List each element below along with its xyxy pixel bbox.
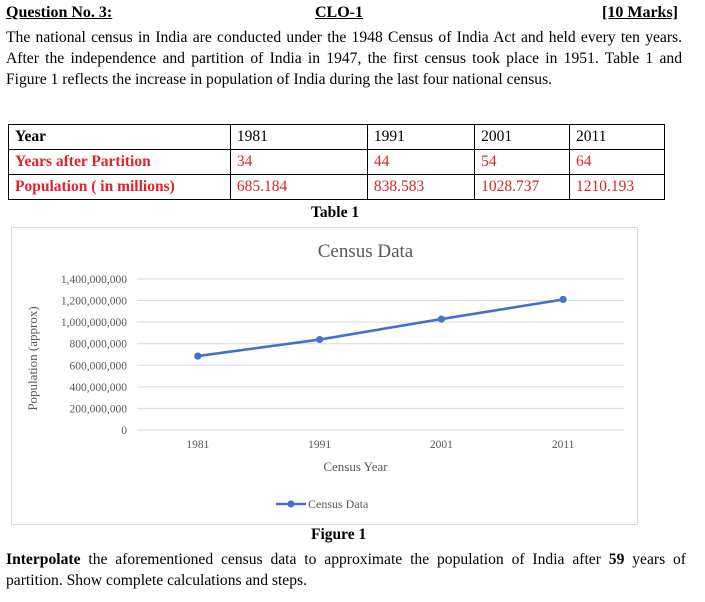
table-row: Population ( in millions) 685.184 838.583 1… [8,174,665,200]
question-number: Question No. 3: [6,4,113,21]
table-cell: 2011 [569,124,665,150]
legend-marker [287,500,295,508]
table-cell: 54 [474,149,571,175]
table-row-label: Population ( in millions) [8,174,231,200]
table-cell: 1981 [229,124,368,150]
intro-paragraph: The national census in India are conduct… [6,29,682,88]
table-row-label: Year [8,124,231,150]
table-cell: 64 [569,149,665,175]
y-tick-label: 400,000,000 [70,382,128,394]
table-cell: 1210.193 [569,174,665,200]
table-cell: 34 [229,149,368,175]
y-tick-label: 600,000,000 [70,360,128,372]
y-tick-label: 0 [121,425,127,437]
legend-label: Census Data [308,497,369,511]
table-cell: 1028.737 [474,174,571,200]
x-axis-label: Census Year [323,459,388,474]
y-tick-label: 800,000,000 [70,339,128,351]
series-line [197,298,564,358]
y-axis-label: Population (approx) [25,306,40,410]
y-tick-label: 1,400,000,000 [61,274,127,286]
x-tick-label: 2011 [552,439,575,451]
x-tick-label: 1981 [186,439,209,451]
data-point [194,352,202,360]
clo-label: CLO-1 [315,4,363,21]
data-point [437,315,445,323]
table-cell: 2001 [474,124,571,150]
data-point [316,335,324,344]
x-tick-label: 2001 [430,439,453,451]
y-tick-label: 1,000,000,000 [61,317,127,329]
x-tick-label: 1991 [308,439,331,451]
table-cell: 44 [366,149,476,175]
figure-caption: Figure 1 [311,526,367,543]
question-years: 59 [608,551,625,568]
chart-title: Census Data [318,241,414,262]
census-table: Year 1981 1991 2001 2011 Years after Partitio… [8,124,665,200]
y-tick-label: 200,000,000 [70,403,128,415]
table-caption: Table 1 [311,204,360,221]
marks-label: [10 Marks] [602,4,678,21]
question-text: Interpolate the aforementioned census da… [6,549,686,591]
chart-area: Census Data 0 200,000,000 400,000,000 600,00… [11,227,638,525]
table-cell: 1991 [366,124,476,150]
question-part-1: the aforementioned census data to approx… [80,551,609,568]
question-part-2: years of partition. Show complete calcul… [6,551,687,589]
table-row: Years after Partition 34 44 54 64 [8,149,665,175]
table-cell: 685.184 [229,174,368,200]
question-header: Question No. 3: CLO-1 [10 Marks] [6,4,678,24]
table-cell: 838.583 [366,174,476,200]
data-point [559,295,567,304]
table-row: Year 1981 1991 2001 2011 [8,124,665,150]
line-chart: Census Data 0 200,000,000 400,000,000 600,00… [25,241,624,511]
table-row-label: Years after Partition [8,149,231,175]
question-lead: Interpolate [6,551,81,568]
y-tick-label: 1,200,000,000 [61,296,127,308]
